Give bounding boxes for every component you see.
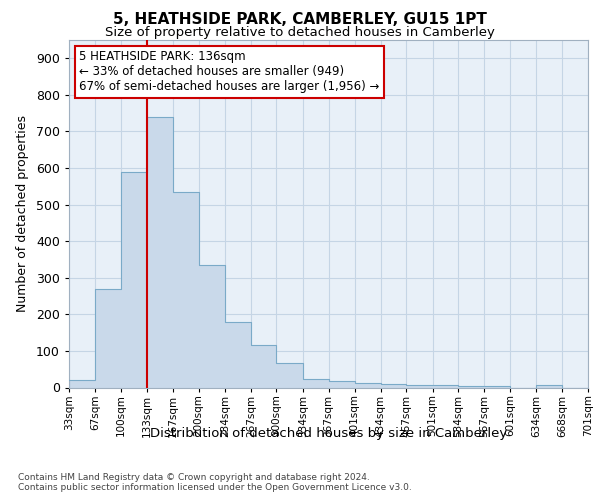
- Text: Distribution of detached houses by size in Camberley: Distribution of detached houses by size …: [150, 428, 508, 440]
- Text: 5 HEATHSIDE PARK: 136sqm
← 33% of detached houses are smaller (949)
67% of semi-: 5 HEATHSIDE PARK: 136sqm ← 33% of detach…: [79, 50, 380, 94]
- Text: 5, HEATHSIDE PARK, CAMBERLEY, GU15 1PT: 5, HEATHSIDE PARK, CAMBERLEY, GU15 1PT: [113, 12, 487, 28]
- Text: Size of property relative to detached houses in Camberley: Size of property relative to detached ho…: [105, 26, 495, 39]
- Text: Contains HM Land Registry data © Crown copyright and database right 2024.: Contains HM Land Registry data © Crown c…: [18, 472, 370, 482]
- Text: Contains public sector information licensed under the Open Government Licence v3: Contains public sector information licen…: [18, 484, 412, 492]
- Y-axis label: Number of detached properties: Number of detached properties: [16, 116, 29, 312]
